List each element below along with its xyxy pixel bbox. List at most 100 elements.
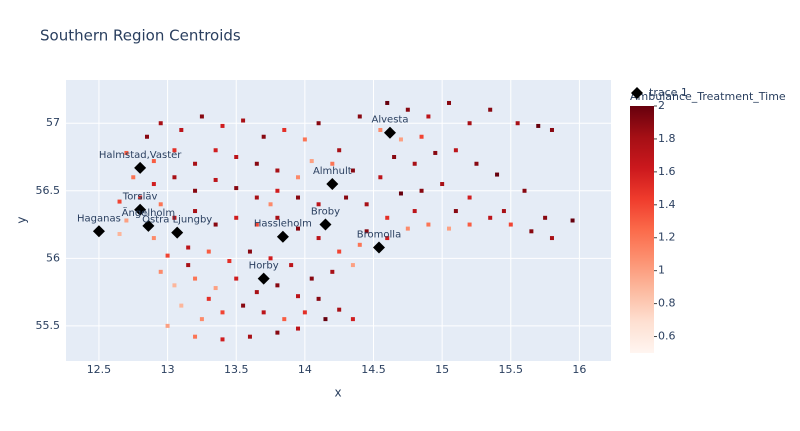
data-point — [350, 263, 355, 268]
data-point — [213, 148, 218, 153]
data-point — [536, 123, 541, 128]
data-point — [151, 159, 156, 164]
data-point — [254, 290, 259, 295]
data-point — [392, 155, 397, 160]
centroid-marker — [319, 218, 332, 231]
data-point — [549, 236, 554, 241]
data-point — [385, 236, 390, 241]
data-point — [309, 276, 314, 281]
data-point — [447, 100, 452, 105]
data-point — [316, 202, 321, 207]
data-point — [467, 121, 472, 126]
colorbar-title: Ambulance_Treatment_Time — [630, 90, 786, 103]
data-point — [398, 191, 403, 196]
data-point — [275, 330, 280, 335]
data-point — [220, 123, 225, 128]
data-point — [206, 249, 211, 254]
data-point — [302, 137, 307, 142]
data-point — [241, 118, 246, 123]
data-point — [488, 215, 493, 220]
data-point — [247, 334, 252, 339]
data-point — [302, 310, 307, 315]
colorbar-tick-label: 1.6 — [658, 165, 676, 178]
data-point — [337, 148, 342, 153]
data-point — [296, 294, 301, 299]
x-tick-label: 15 — [435, 363, 449, 376]
data-point — [522, 188, 527, 193]
data-point — [261, 310, 266, 315]
x-axis-title: x — [334, 386, 341, 400]
data-point — [254, 195, 259, 200]
data-point — [151, 182, 156, 187]
data-point — [151, 236, 156, 241]
x-tick-label: 13 — [161, 363, 175, 376]
data-point — [323, 317, 328, 322]
data-point — [138, 195, 143, 200]
data-point — [515, 121, 520, 126]
y-tick-label: 55.5 — [36, 319, 61, 332]
data-point — [289, 263, 294, 268]
centroid-marker — [142, 219, 155, 232]
data-point — [467, 222, 472, 227]
centroid-label: Torsläv — [122, 192, 158, 203]
centroid-label: Bromolla — [357, 230, 401, 241]
data-point — [124, 218, 129, 223]
data-point — [296, 195, 301, 200]
data-point — [261, 134, 266, 139]
data-point — [316, 236, 321, 241]
data-point — [543, 215, 548, 220]
y-tick-label: 56.5 — [36, 184, 61, 197]
data-point — [453, 209, 458, 214]
data-point — [364, 202, 369, 207]
colorbar-tick-label: 1.4 — [658, 198, 676, 211]
data-point — [234, 186, 239, 191]
data-point — [282, 317, 287, 322]
centroid-marker — [383, 126, 396, 139]
x-tick-label: 15.5 — [499, 363, 524, 376]
data-point — [378, 175, 383, 180]
colorbar-tick-label: 0.8 — [658, 297, 676, 310]
data-point — [405, 226, 410, 231]
data-point — [179, 127, 184, 132]
data-point — [364, 229, 369, 234]
data-point — [213, 177, 218, 182]
legend-marker — [631, 87, 643, 99]
data-point — [296, 326, 301, 331]
centroid-marker — [372, 241, 385, 254]
y-tick-label: 57 — [46, 116, 60, 129]
data-point — [488, 107, 493, 112]
data-point — [268, 256, 273, 261]
centroid-label: Ängelholm — [122, 206, 175, 219]
data-point — [165, 323, 170, 328]
centroid-label: Östra Ljungby — [142, 213, 212, 226]
data-point — [186, 263, 191, 268]
data-point — [213, 222, 218, 227]
data-point — [131, 175, 136, 180]
data-point — [268, 202, 273, 207]
data-point — [193, 334, 198, 339]
data-point — [337, 249, 342, 254]
colorbar-tick-label: 1.8 — [658, 132, 676, 145]
data-point — [220, 337, 225, 342]
colorbar-tick-label: 1 — [658, 264, 665, 277]
centroid-label: Almhult — [313, 166, 352, 177]
data-point — [165, 253, 170, 258]
data-point — [453, 148, 458, 153]
data-point — [193, 209, 198, 214]
data-point — [193, 188, 198, 193]
centroid-marker — [326, 178, 339, 191]
colorbar-tick-label: 2 — [658, 99, 665, 112]
colorbar-tick-label: 1.2 — [658, 231, 676, 244]
data-point — [172, 148, 177, 153]
data-point — [275, 215, 280, 220]
data-point — [419, 134, 424, 139]
x-tick-label: 16 — [572, 363, 586, 376]
centroid-marker — [171, 226, 184, 239]
data-point — [275, 283, 280, 288]
data-point — [158, 202, 163, 207]
data-point — [234, 276, 239, 281]
x-tick-label: 14 — [298, 363, 312, 376]
data-point — [220, 310, 225, 315]
colorbar-tick-label: 0.6 — [658, 330, 676, 343]
